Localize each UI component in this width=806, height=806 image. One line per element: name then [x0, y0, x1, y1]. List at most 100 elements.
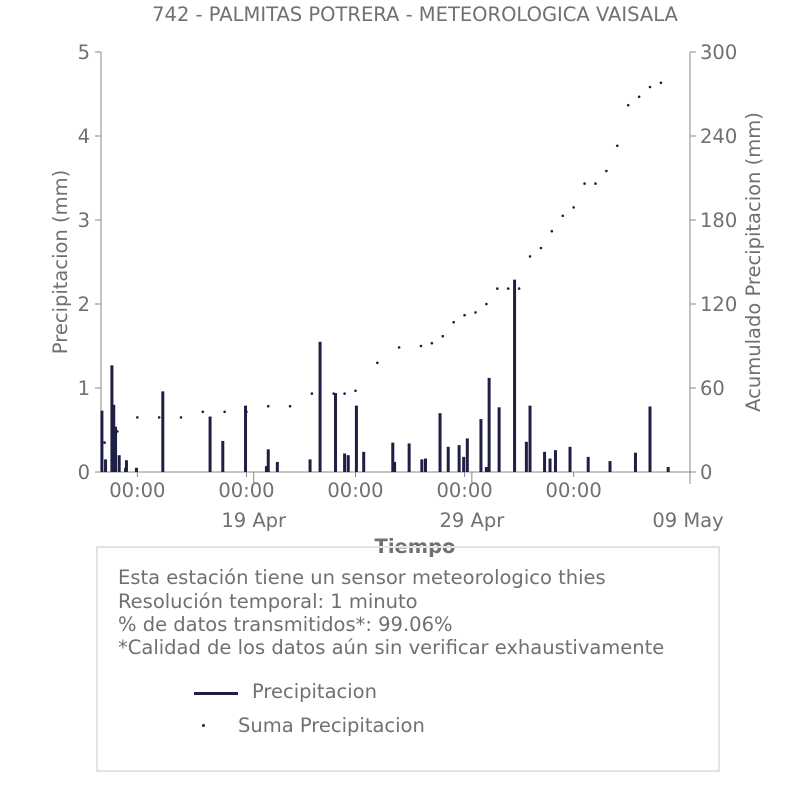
cumulative-dot	[179, 416, 183, 419]
precipitation-bar	[112, 404, 116, 472]
precipitation-bar	[117, 455, 121, 472]
cumulative-dot	[659, 81, 663, 85]
precipitation-bar	[633, 452, 637, 472]
y2-axis-label: Acumulado Precipitacion (mm)	[742, 112, 765, 412]
cumulative-dot	[572, 206, 575, 209]
x-major-tick-label: 19 Apr	[221, 509, 287, 532]
chart: 742 - PALMITAS POTRERA - METEOROLOGICA V…	[49, 3, 765, 558]
cumulative-dot	[310, 392, 314, 395]
precipitation-bar	[264, 466, 268, 472]
precipitation-bar	[244, 405, 248, 472]
cumulative-dot	[116, 430, 119, 433]
precipitation-bar	[484, 466, 488, 472]
y-tick-label: 4	[78, 125, 90, 148]
precipitation-bar	[462, 456, 466, 472]
cumulative-dot	[419, 344, 423, 348]
precipitation-bar	[423, 458, 427, 472]
precipitation-bar	[487, 377, 491, 472]
precipitation-bar	[343, 453, 347, 472]
y-tick-label: 2	[78, 293, 90, 316]
tick-labels: 0 1 2 3 4 5 0 60 120 180 240 300 00:00 00:00 00:00 00:0…	[78, 41, 738, 532]
cumulative-dot	[583, 182, 586, 185]
cumulative-dot	[528, 255, 532, 258]
legend-label-suma: Suma Precipitacion	[238, 714, 425, 737]
cumulative-dot	[157, 416, 161, 419]
precipitation-bar	[208, 416, 212, 472]
cumulative-dot	[637, 95, 641, 99]
cumulative-dot	[332, 392, 335, 395]
x-minor-tick-label: 00:00	[327, 479, 383, 502]
cumulative-dot	[561, 214, 565, 218]
precipitation-bar	[446, 446, 450, 472]
precipitation-bar	[666, 466, 670, 472]
cumulative-dot	[506, 287, 510, 290]
precipitation-bar	[104, 459, 108, 472]
cumulative-dot	[648, 85, 652, 89]
info-box: Esta estación tiene un sensor meteorolog…	[96, 546, 720, 772]
x-minor-tick-label: 00:00	[109, 479, 165, 502]
precipitation-bar	[479, 419, 483, 472]
precipitation-bar	[407, 443, 411, 472]
x-minor-tick-label: 00:00	[436, 479, 492, 502]
precipitation-bar	[391, 442, 395, 472]
precipitation-bar	[465, 438, 469, 472]
station-sensor-text: Esta estación tiene un sensor meteorolog…	[118, 566, 606, 589]
precipitation-bar	[161, 391, 165, 472]
legend-label-precipitacion: Precipitacion	[252, 680, 377, 703]
y2-tick-label: 180	[700, 209, 737, 232]
cumulative-dot	[463, 313, 466, 317]
cumulative-dot	[550, 229, 554, 233]
y2-tick-label: 120	[700, 293, 737, 316]
precipitation-bar	[438, 413, 442, 472]
precipitation-bar	[648, 406, 652, 472]
cumulative-dot	[376, 361, 379, 365]
precipitation-bar	[543, 451, 547, 472]
cumulative-dot	[245, 410, 248, 414]
data-quality-note: *Calidad de los datos aún sin verificar …	[118, 636, 665, 659]
y2-tick-label: 60	[700, 377, 725, 400]
precipitation-bar	[346, 455, 350, 472]
precipitation-bar	[497, 407, 501, 472]
precipitation-bar	[114, 426, 118, 472]
cumulative-dot	[343, 392, 346, 395]
cumulative-dot	[201, 410, 205, 414]
cumulative-dot	[517, 287, 521, 290]
precipitation-bar	[221, 440, 225, 472]
x-minor-tick-label: 00:00	[218, 479, 274, 502]
y-tick-label: 1	[78, 377, 90, 400]
precipitation-bar	[110, 365, 114, 472]
cumulative-dot	[452, 320, 455, 324]
y2-tick-label: 240	[700, 125, 737, 148]
x-major-tick-label: 09 May	[652, 509, 723, 532]
temporal-resolution-text: Resolución temporal: 1 minuto	[118, 590, 418, 613]
y-tick-label: 0	[78, 461, 90, 484]
y-axis-label: Precipitacion (mm)	[49, 170, 72, 354]
y2-tick-label: 0	[700, 461, 712, 484]
cumulative-dot	[615, 144, 619, 148]
precipitation-bars	[100, 279, 670, 472]
x-minor-tick-label: 00:00	[546, 479, 602, 502]
precipitation-bar	[420, 459, 424, 472]
cumulative-dot	[605, 169, 608, 173]
chart-title: 742 - PALMITAS POTRERA - METEOROLOGICA V…	[152, 3, 678, 26]
cumulative-dot	[474, 311, 477, 314]
precipitation-bar	[354, 405, 358, 472]
cumulative-dot	[103, 441, 106, 444]
precipitation-bar	[100, 410, 104, 472]
cumulative-dot	[354, 389, 357, 393]
cumulative-dot	[539, 246, 543, 250]
cumulative-dot	[485, 302, 488, 306]
precipitation-bar	[275, 461, 279, 472]
cumulative-dot	[223, 410, 226, 414]
legend-dot-swatch	[202, 724, 205, 727]
precipitation-bar	[528, 405, 532, 472]
precipitation-bar	[334, 393, 338, 472]
y-tick-label: 3	[78, 209, 90, 232]
axes	[100, 52, 691, 473]
data-transmitted-text: % de datos transmitidos*: 99.06%	[118, 613, 453, 636]
y-tick-label: 5	[78, 41, 90, 64]
cumulative-dot	[594, 182, 597, 185]
cumulative-dot	[430, 341, 434, 345]
precipitation-bar	[393, 461, 397, 472]
